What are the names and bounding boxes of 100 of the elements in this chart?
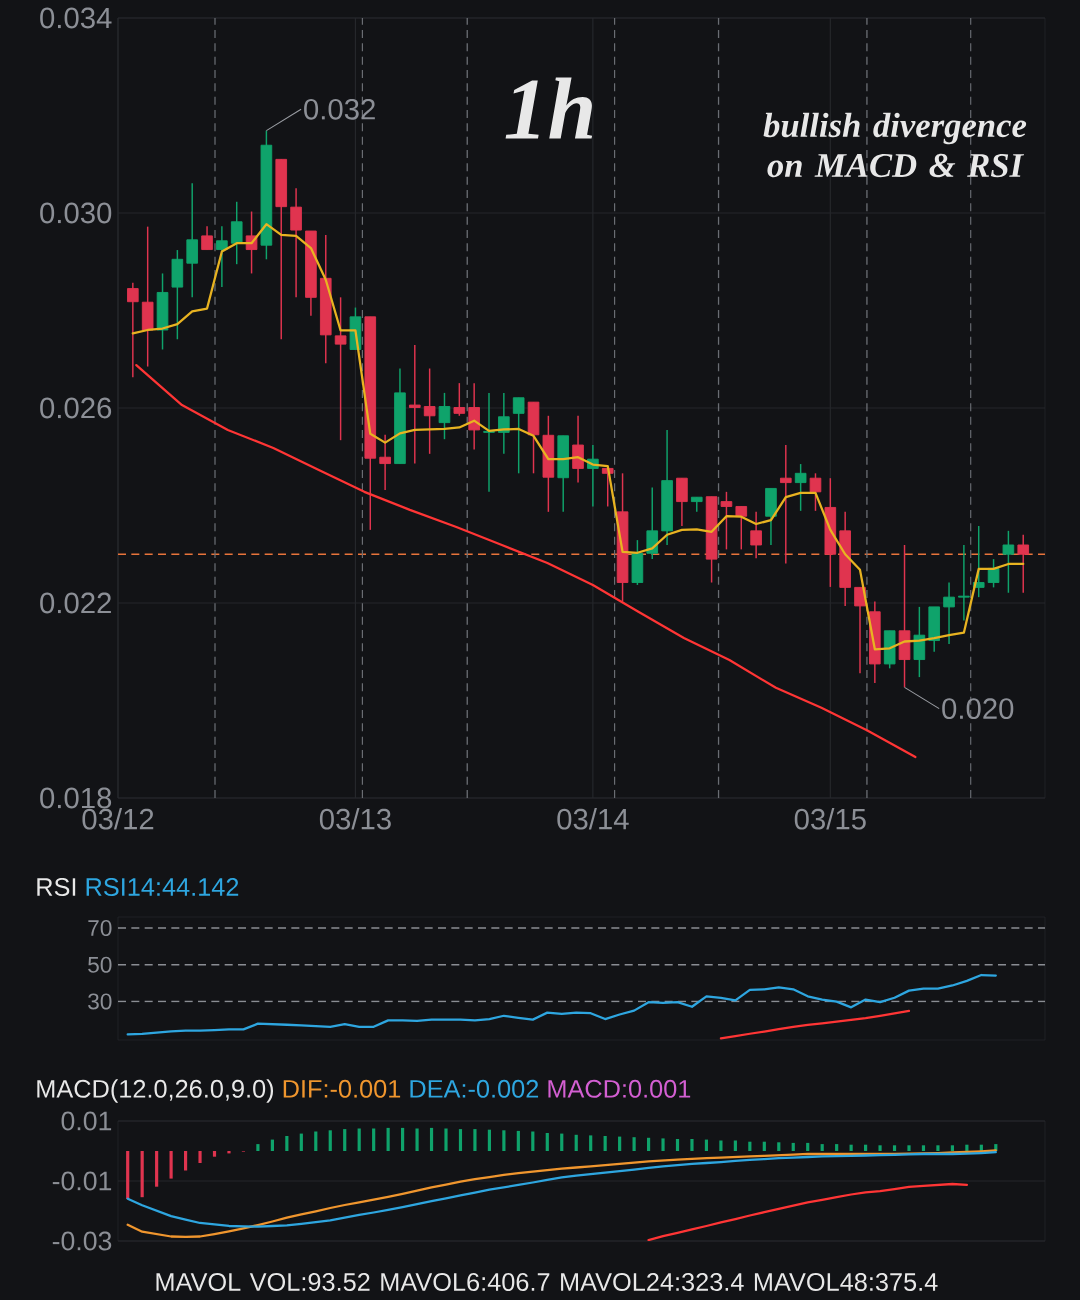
bar [372,1128,376,1151]
candlestick [186,182,199,299]
annotation: 1h [505,77,593,139]
candlestick [290,187,302,299]
candlestick [572,415,584,484]
candlestick [127,281,139,379]
candlestick [423,367,436,455]
candlestick [498,392,510,455]
annotation: 0.020 [942,698,1014,720]
bar [777,1142,781,1151]
bar [748,1141,752,1151]
y-tick-label: -0.01 [52,1171,112,1191]
bar [314,1131,318,1151]
bar [835,1144,839,1151]
bar [864,1144,868,1151]
y-tick-label: 70 [88,919,112,937]
bar [849,1144,853,1151]
bar [227,1151,231,1154]
candlestick [779,444,792,565]
candlestick [750,511,762,559]
text: RSI14:44.142 [86,878,239,896]
x-tick-label: 03/12 [82,808,154,830]
bar [299,1133,303,1151]
bar [270,1139,274,1151]
bar [343,1129,347,1151]
bar [401,1127,405,1151]
bar [126,1151,130,1199]
candlestick [512,397,525,475]
y-tick-label: 0.030 [40,202,112,224]
bar [545,1132,549,1151]
bar [256,1144,260,1151]
y-tick-label: 0.034 [40,7,112,29]
annotation: bullish divergence on MACD & RSI [763,112,1027,178]
bar [183,1151,188,1171]
bar [516,1130,520,1151]
candlestick [646,486,659,560]
bar [429,1127,434,1151]
bar [531,1131,535,1151]
bar [965,1144,969,1151]
series-label: MACD:0.001 [548,1079,691,1098]
candlestick [794,463,807,512]
y-tick-label: 0.026 [40,397,112,419]
annotation: 0.032 [304,98,375,120]
bar [675,1138,680,1151]
bar [473,1129,477,1151]
bar [618,1136,622,1151]
x-tick-label: 03/14 [557,808,629,830]
bar [632,1137,636,1151]
candlestick [230,201,243,265]
candlestick [987,558,1000,589]
candlestick [438,392,451,440]
chart-title: MACD(12.0,26.0,9.0) [37,1079,274,1103]
candlestick [1002,530,1015,594]
bar [921,1145,926,1151]
candlestick [334,296,347,441]
y-tick-label: 30 [88,993,112,1010]
text: DIF:-0.001 [283,1079,401,1098]
bar [212,1151,217,1157]
y-tick-label: 50 [88,956,112,973]
bar [328,1130,332,1151]
candlestick [720,491,733,551]
candlestick [809,472,822,512]
bar [820,1144,824,1151]
bar [589,1135,593,1151]
bar [574,1134,578,1151]
x-tick-label: 03/15 [794,808,866,830]
chart-title: RSI [37,878,76,896]
bar [762,1141,766,1151]
text: DEA:-0.002 [410,1079,539,1098]
line-series [131,223,1025,651]
bar [690,1138,694,1151]
text: MAVOL VOL:93.52 MAVOL6:406.7 MAVOL24:323.4 MAVOL48:375.4 [156,1273,938,1291]
candlestick [958,544,970,622]
bar [458,1129,463,1151]
bar [791,1142,795,1151]
bar [415,1128,419,1151]
bar [285,1135,289,1151]
bar [444,1128,448,1151]
bar [733,1140,737,1151]
candlestick [379,434,391,491]
candlestick [1017,534,1030,594]
bar [806,1142,810,1151]
bar [502,1130,506,1151]
bar [560,1133,564,1151]
candlestick [216,225,228,288]
bar [936,1145,940,1151]
y-tick-label: 0.01 [61,1111,112,1131]
candlestick [676,477,688,527]
y-tick-label: 0.018 [40,787,112,809]
bar [140,1151,144,1198]
bar [878,1145,882,1151]
y-tick-label: -0.03 [52,1231,112,1251]
bar [704,1139,709,1151]
bar [386,1127,390,1151]
bar [155,1151,159,1187]
bar [950,1145,954,1151]
bar [169,1151,173,1179]
x-tick-label: 03/13 [319,808,391,830]
bar [357,1128,361,1151]
candlestick [735,505,748,551]
